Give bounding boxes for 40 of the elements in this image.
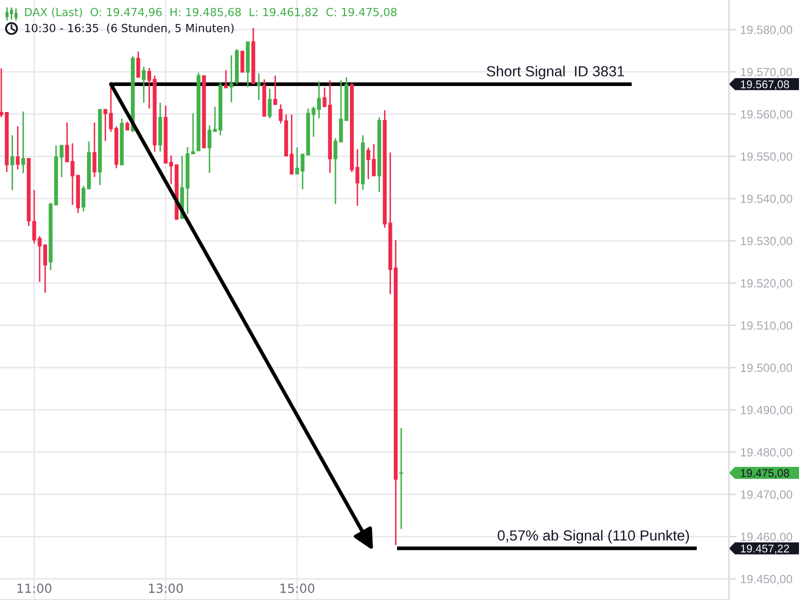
- y-tick-label: 19.550,00: [741, 152, 792, 162]
- y-tick-label: 19.490,00: [741, 406, 792, 416]
- candlestick: [399, 427, 404, 530]
- series-label: 0,57% ab Signal (110 Punkte): [498, 530, 689, 544]
- text: DAX (Last) O: 19.474,96 H: 19.485,68 L: 19.461,82 C: 19.475,08: [25, 8, 397, 18]
- candlestick: [21, 110, 26, 174]
- candlestick: [268, 88, 272, 120]
- candlestick: [136, 50, 140, 78]
- candlestick: [92, 122, 96, 178]
- candlestick: [229, 54, 234, 103]
- y-tick-label: 19.510,00: [741, 321, 792, 332]
- x-tick-label: 13:00: [149, 584, 183, 594]
- series-label: Short Signal ID 3831: [486, 66, 624, 80]
- y-tick-label: 19.450,00: [741, 574, 792, 585]
- y-tick-label: 19.567,08: [740, 80, 790, 90]
- candlestick: [366, 146, 370, 180]
- text: 10:30 - 16:35 (6 Stunden, 5 Minuten): [25, 24, 234, 34]
- candlestick: [0, 68, 4, 118]
- y-tick-label: 19.475,08: [740, 469, 790, 478]
- candlestick: [147, 67, 152, 110]
- y-tick-label: 19.560,00: [741, 110, 792, 120]
- candlestick: [142, 66, 146, 104]
- candlestick: [372, 143, 376, 176]
- candlestick: [256, 72, 261, 101]
- y-tick-label: 19.457,22: [740, 544, 789, 554]
- y-tick-label: 19.540,00: [741, 194, 792, 204]
- y-tick-label: 19.470,00: [741, 490, 792, 500]
- y-tick-label: 19.480,00: [741, 448, 792, 458]
- candlestick: [16, 126, 20, 170]
- candlestick: [224, 69, 228, 89]
- candlestick: [273, 74, 278, 106]
- y-tick-label: 19.500,00: [741, 364, 792, 374]
- y-tick-label: 19.460,00: [741, 532, 792, 542]
- candlestick: [240, 50, 244, 73]
- x-tick-label: 11:00: [18, 584, 52, 594]
- y-tick-label: 19.520,00: [741, 279, 792, 289]
- y-tick-label: 19.580,00: [741, 26, 792, 36]
- x-tick-label: 15:00: [280, 584, 314, 594]
- y-tick-label: 19.530,00: [741, 236, 792, 247]
- y-tick-label: 19.570,00: [741, 68, 792, 78]
